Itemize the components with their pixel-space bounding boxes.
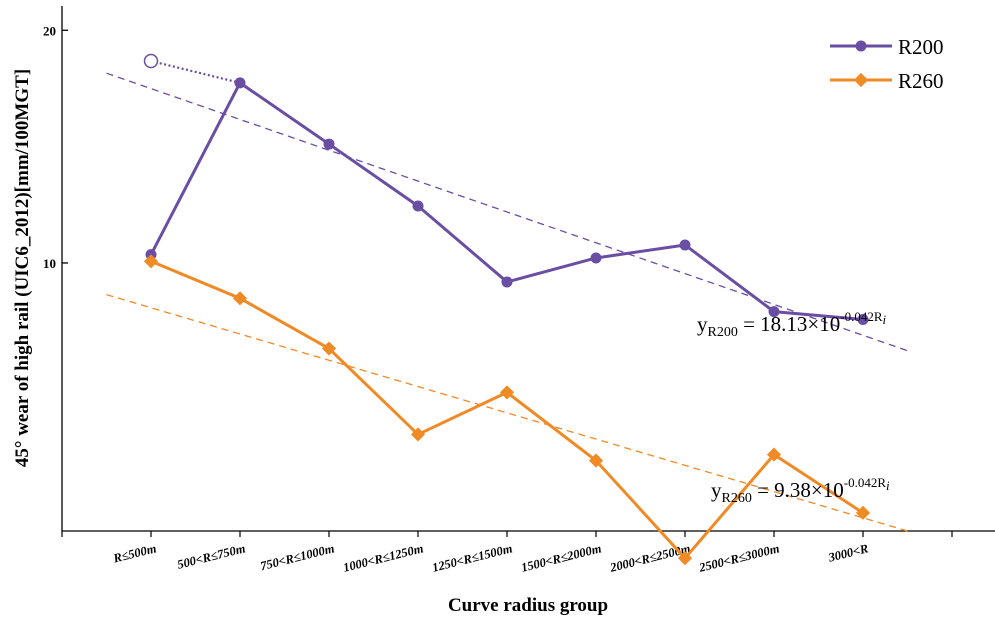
- series-r200: [143, 53, 869, 325]
- data-point-r200: [412, 200, 424, 212]
- legend-marker-r260: [853, 72, 869, 88]
- equation-r200: yR200 = 18.13×10-0.042Ri: [697, 309, 887, 340]
- data-point-r200: [501, 276, 513, 288]
- data-point-r260: [677, 551, 693, 566]
- data-point-r200: [768, 306, 780, 318]
- data-point-r260: [143, 254, 159, 269]
- series: [143, 53, 871, 566]
- legend: R200 R260: [830, 35, 944, 93]
- data-point-r260: [410, 427, 426, 442]
- y-tick-label: 20: [43, 23, 56, 38]
- legend-item-r260: R260: [830, 69, 944, 93]
- trendlines: [106, 72, 908, 532]
- equation-r260: yR260 = 9.38×10-0.042Ri: [711, 475, 890, 506]
- data-point-r200: [590, 252, 602, 264]
- legend-marker-r200: [855, 40, 867, 52]
- outlier-point-r200: [143, 53, 159, 69]
- data-point-r260: [321, 341, 337, 356]
- x-category-label: 750<R≤1000m: [259, 541, 336, 573]
- x-category-label: 2500<R≤3000m: [697, 541, 781, 575]
- series-line-r260: [150, 259, 864, 560]
- legend-label-r200: R200: [898, 35, 944, 59]
- x-category-label: 1000<R≤1250m: [342, 541, 425, 574]
- y-tick-label: 10: [43, 256, 56, 271]
- y-axis-ticks: 10 20: [43, 23, 68, 271]
- trendline-r200: [106, 72, 908, 352]
- series-r260: [143, 254, 871, 566]
- x-category-label: 3000<R: [826, 541, 870, 565]
- data-point-r260: [232, 291, 248, 306]
- x-category-label: 1250<R≤1500m: [431, 541, 514, 574]
- data-point-r260: [766, 447, 782, 462]
- y-axis-title: 45° wear of high rail (UIC6_2012)[mm/100…: [12, 69, 33, 467]
- data-point-r200: [857, 313, 869, 325]
- x-axis-title: Curve radius group: [448, 595, 608, 616]
- x-category-label: 500<R≤750m: [176, 541, 247, 571]
- data-point-r200: [679, 239, 691, 251]
- data-point-r260: [588, 453, 604, 468]
- data-point-r200: [234, 77, 246, 89]
- data-point-r200: [323, 138, 335, 150]
- data-point-r260: [855, 505, 871, 520]
- plot-frame: [61, 6, 995, 532]
- x-category-label: 1500<R≤2000m: [520, 541, 603, 574]
- x-category-label: R≤500m: [111, 541, 158, 565]
- data-point-r260: [499, 385, 515, 400]
- x-axis-ticks: R≤500m 500<R≤750m 750<R≤1000m 1000<R≤1250m 1…: [61, 531, 953, 575]
- legend-item-r200: R200: [830, 35, 944, 59]
- outlier-connector-r200: [150, 59, 241, 84]
- legend-label-r260: R260: [898, 69, 944, 93]
